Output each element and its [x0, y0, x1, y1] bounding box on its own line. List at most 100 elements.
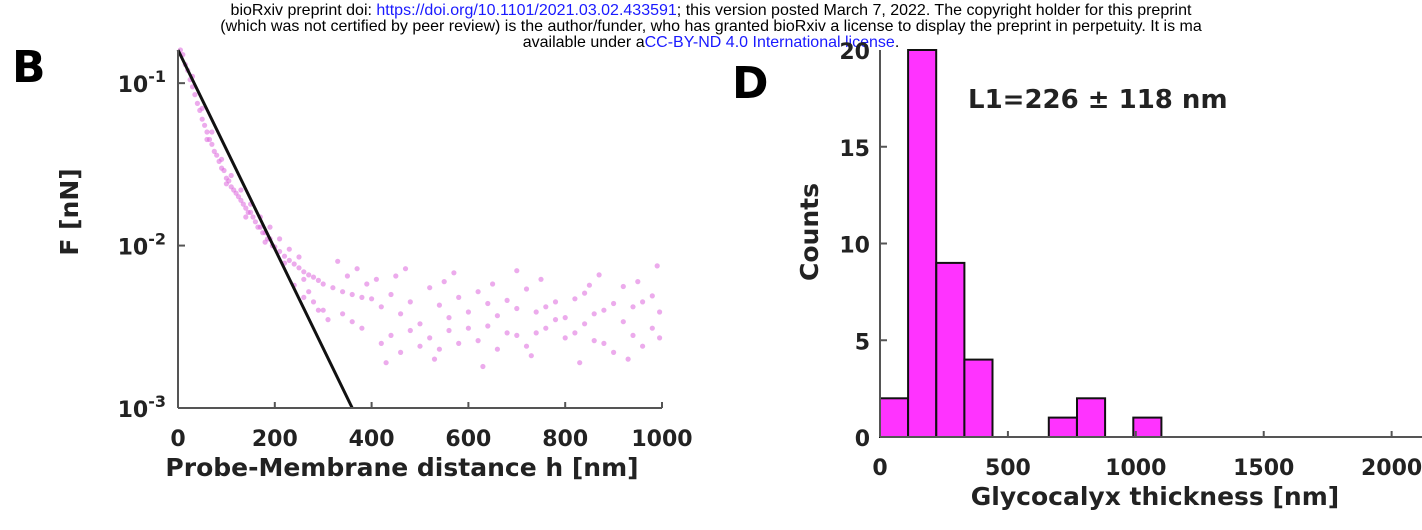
scatter-point-107 — [514, 305, 520, 312]
scatter-point-48 — [315, 277, 321, 283]
scatter-point-74 — [344, 273, 350, 279]
scatter-point-138 — [620, 283, 626, 290]
scatter-point-10 — [202, 122, 208, 128]
panel-letter-d: D — [732, 58, 769, 109]
scatter-point-82 — [359, 325, 365, 331]
scatter-point-78 — [320, 307, 326, 313]
scatter-point-43 — [291, 261, 297, 267]
y-tick-label-b-2: 10-3 — [118, 392, 166, 423]
x-tick-label-d-1: 500 — [985, 456, 1031, 481]
scatter-point-155 — [402, 266, 409, 272]
scatter-point-54 — [228, 172, 234, 179]
scatter-point-9 — [199, 116, 205, 122]
y-tick-label-d-0: 0 — [855, 427, 870, 452]
scatter-point-144 — [441, 279, 447, 285]
scatter-point-69 — [340, 289, 346, 295]
x-tick-label-b-2: 400 — [349, 427, 395, 452]
annotation-l1: L1=226 ± 118 nm — [968, 85, 1228, 115]
scatter-point-55 — [238, 187, 244, 193]
scatter-point-83 — [378, 304, 384, 310]
header-prefix: bioRxiv preprint doi: — [230, 2, 377, 19]
scatter-point-145 — [490, 281, 496, 287]
scatter-point-127 — [611, 349, 617, 355]
scatter-point-96 — [456, 294, 462, 300]
scatter-point-60 — [286, 246, 292, 252]
scatter-point-153 — [577, 360, 583, 366]
preprint-header-line2: (which was not certified by peer review)… — [220, 18, 1202, 35]
x-ticks-b: 0 200 400 600 800 1000 — [170, 402, 693, 452]
scatter-point-85 — [398, 311, 404, 317]
scatter-point-123 — [572, 296, 578, 302]
y-axis-label-b: F [nN] — [55, 168, 84, 255]
scatter-point-147 — [586, 282, 593, 288]
scatter-point-151 — [480, 363, 486, 370]
scatter-point-130 — [591, 311, 597, 317]
x-ticks-d: 0 500 1000 1500 2000 — [872, 431, 1422, 481]
scatter-point-164 — [315, 307, 321, 313]
x-axis-label-d: Glycocalyx thickness [nm] — [971, 482, 1339, 511]
scatter-point-128 — [572, 330, 578, 336]
doi-link[interactable]: https://doi.org/10.1101/2021.03.02.43359… — [376, 2, 677, 19]
scatter-point-64 — [243, 214, 249, 220]
scatter-point-11 — [204, 129, 210, 135]
scatter-point-149 — [383, 360, 389, 366]
scatter-point-67 — [301, 276, 307, 282]
histogram-bar-6 — [1047, 416, 1078, 439]
license-link[interactable]: CC-BY-ND 4.0 International license — [644, 34, 895, 51]
scatter-point-41 — [281, 253, 288, 259]
scatter-point-99 — [436, 346, 442, 352]
scatter-point-44 — [296, 265, 302, 271]
scatter-point-18 — [221, 167, 227, 174]
y-tick-label-b-1: 10-2 — [118, 230, 166, 261]
scatter-point-94 — [436, 302, 442, 308]
scatter-point-115 — [543, 325, 549, 331]
y-tick-label-d-1: 5 — [855, 330, 870, 355]
x-tick-label-b-5: 1000 — [631, 427, 692, 452]
scatter-point-161 — [310, 299, 317, 305]
scatter-point-75 — [354, 266, 360, 272]
histogram-bar-0 — [879, 397, 910, 438]
scatter-point-129 — [582, 290, 588, 296]
header-suffix: ; this version posted March 7, 2022. The… — [676, 2, 1192, 19]
scatter-point-106 — [504, 330, 510, 336]
y-tick-label-d-partial: 20 — [839, 40, 870, 65]
scatter-point-51 — [199, 105, 205, 111]
scatter-point-98 — [427, 335, 433, 341]
scatter-point-112 — [514, 332, 520, 338]
scatter-point-46 — [306, 272, 312, 278]
scatter-point-154 — [625, 356, 631, 362]
scatter-point-137 — [657, 309, 663, 315]
scatter-points — [177, 47, 663, 370]
scatter-point-118 — [523, 343, 530, 349]
scatter-point-101 — [456, 340, 462, 346]
scatter-point-108 — [475, 338, 481, 344]
scatter-point-142 — [657, 335, 663, 341]
preprint-header-line1: bioRxiv preprint doi: https://doi.org/10… — [0, 2, 1422, 19]
x-tick-label-b-3: 600 — [445, 427, 491, 452]
scatter-point-47 — [310, 274, 317, 280]
scatter-point-62 — [204, 136, 210, 143]
scatter-point-103 — [475, 289, 481, 295]
histogram-bar-9 — [1132, 416, 1163, 439]
scatter-point-141 — [649, 293, 655, 299]
x-tick-label-d-2: 1000 — [1105, 456, 1166, 481]
scatter-point-92 — [417, 343, 423, 349]
scatter-point-131 — [601, 340, 607, 346]
scatter-point-109 — [485, 323, 491, 329]
scatter-point-58 — [267, 224, 273, 230]
scatter-point-72 — [369, 296, 375, 302]
scatter-point-33 — [257, 224, 263, 230]
scatter-point-146 — [538, 276, 544, 282]
scatter-point-88 — [378, 340, 384, 346]
scatter-point-143 — [393, 273, 399, 279]
histogram-panel-d: 0 500 1000 1500 2000 0 5 10 15 20 Glycocalyx thi… — [795, 40, 1422, 511]
scatter-point-117 — [562, 335, 568, 341]
scatter-point-63 — [223, 181, 229, 187]
scatter-point-113 — [523, 286, 530, 292]
scatter-point-73 — [335, 258, 341, 264]
scatter-point-29 — [248, 209, 254, 215]
scatter-point-134 — [630, 332, 636, 338]
scatter-point-121 — [552, 317, 559, 323]
scatter-point-14 — [211, 148, 217, 154]
